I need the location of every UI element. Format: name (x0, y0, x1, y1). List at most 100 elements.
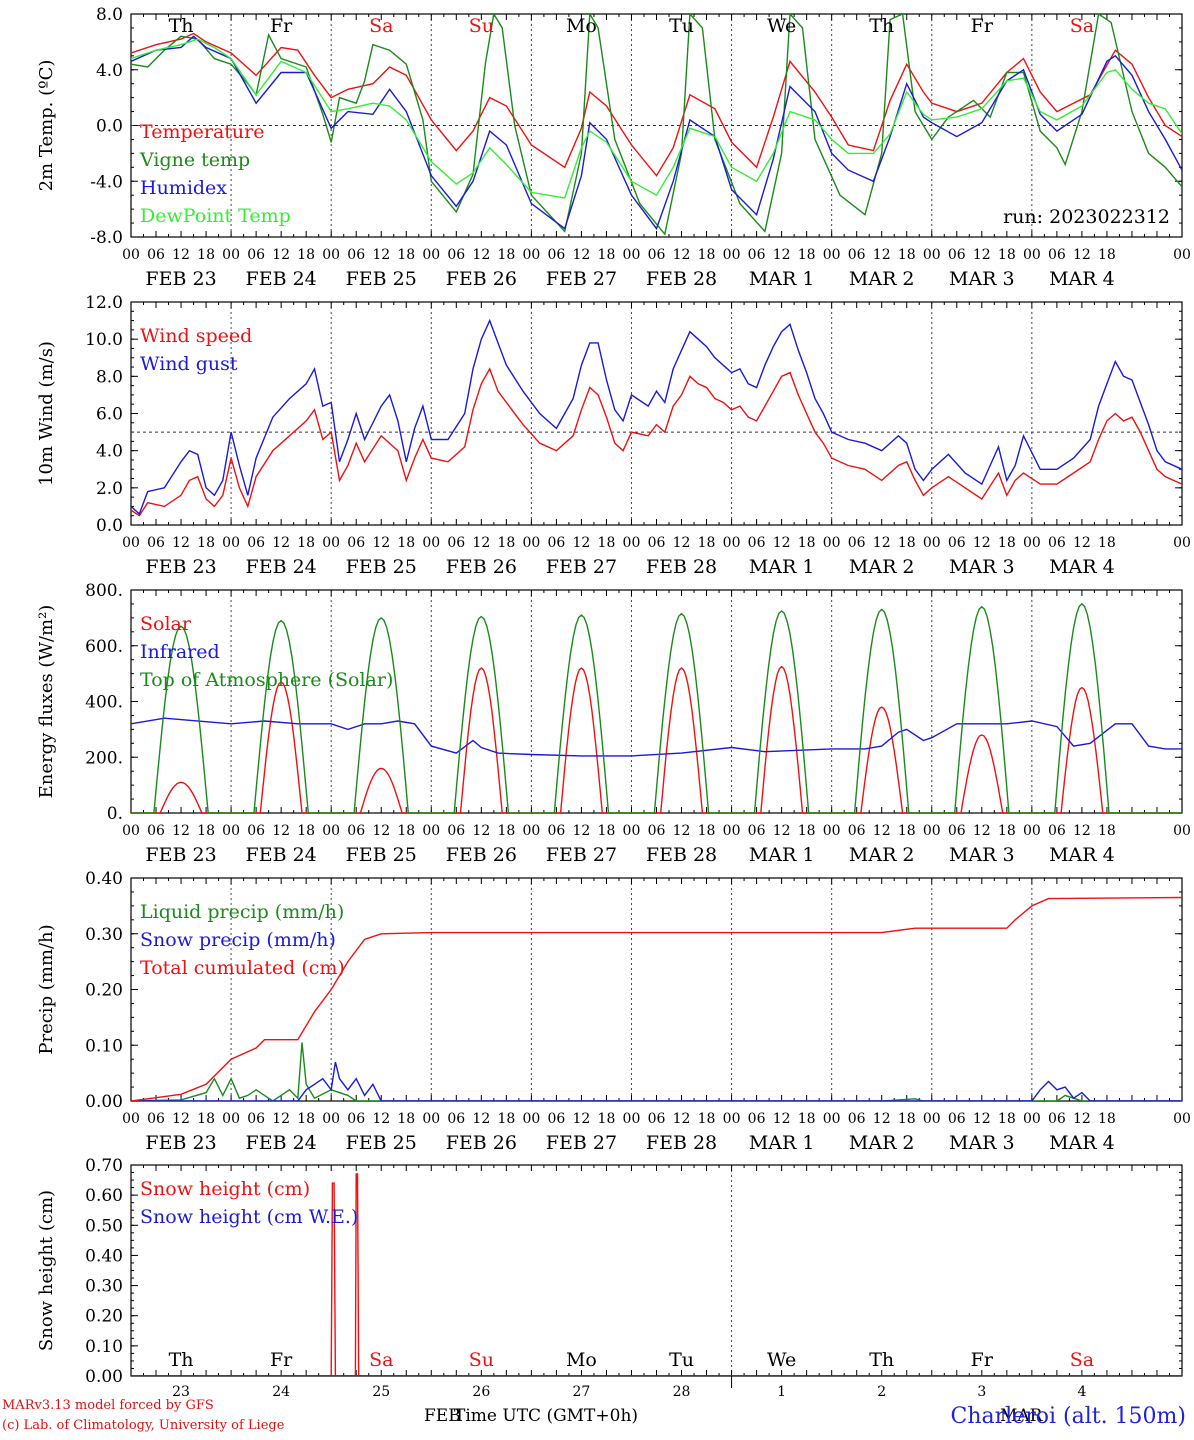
hour-tick-label: 06 (247, 823, 265, 839)
hour-tick-label: 00 (1173, 1111, 1191, 1127)
legend-entry: Wind speed (140, 325, 252, 347)
series-line-wind-speed (131, 367, 1182, 517)
date-label: MAR 3 (949, 268, 1015, 290)
series-line-temperature (131, 32, 1182, 177)
hour-tick-label: 00 (522, 823, 540, 839)
hour-tick-label: 00 (222, 823, 240, 839)
hour-tick-label: 18 (1098, 535, 1116, 551)
date-label: FEB 28 (646, 1132, 717, 1154)
y-tick-label: -4.0 (90, 172, 123, 192)
date-label: MAR 3 (949, 1132, 1015, 1154)
hour-tick-label: 06 (1048, 535, 1066, 551)
hour-tick-label: 00 (723, 1111, 741, 1127)
series-group (131, 602, 1182, 813)
y-tick-label: 0.30 (85, 925, 123, 945)
hour-tick-label: 00 (322, 535, 340, 551)
hour-tick-label: 18 (998, 823, 1016, 839)
y-tick-label: -8.0 (90, 228, 123, 248)
date-label: MAR 2 (849, 1132, 915, 1154)
hour-tick-label: 00 (222, 535, 240, 551)
hour-tick-label: 06 (948, 1111, 966, 1127)
hour-tick-label: 06 (347, 247, 365, 263)
day-number-label: 25 (372, 1384, 390, 1400)
y-tick-label: 0.30 (85, 1277, 123, 1297)
day-name-label: Sa (1070, 1349, 1094, 1371)
legend-entry: Temperature (140, 121, 264, 143)
hour-tick-label: 12 (573, 823, 591, 839)
hour-tick-label: 12 (1073, 535, 1091, 551)
hour-tick-label: 18 (898, 535, 916, 551)
hour-tick-label: 12 (573, 1111, 591, 1127)
legend-entry: Vigne temp (139, 149, 250, 171)
day-name-label: Mo (566, 15, 597, 37)
hour-tick-label: 00 (823, 247, 841, 263)
hour-tick-label: 12 (773, 535, 791, 551)
day-name-label: Su (469, 1349, 494, 1371)
hour-tick-label: 06 (648, 1111, 666, 1127)
day-number-label: 2 (877, 1384, 886, 1400)
day-name-label: Sa (369, 15, 393, 37)
hour-tick-label: 12 (773, 247, 791, 263)
hour-tick-label: 00 (122, 823, 140, 839)
day-name-label: Fr (270, 1349, 293, 1371)
hour-tick-label: 06 (547, 1111, 565, 1127)
date-label: FEB 23 (145, 556, 216, 578)
hour-tick-label: 18 (698, 247, 716, 263)
hour-tick-label: 12 (673, 535, 691, 551)
day-name-label: We (767, 1349, 796, 1371)
hour-tick-label: 00 (422, 823, 440, 839)
hour-tick-label: 18 (1098, 247, 1116, 263)
run-label: run: 2023022312 (1003, 206, 1170, 228)
hour-tick-label: 00 (1023, 1111, 1041, 1127)
date-label: MAR 2 (849, 268, 915, 290)
date-label: FEB 27 (546, 844, 617, 866)
hour-tick-label: 06 (948, 823, 966, 839)
day-name-label: Mo (566, 1349, 597, 1371)
hour-tick-label: 00 (723, 823, 741, 839)
legend-entry: Infrared (140, 641, 220, 663)
series-line-solar (131, 665, 1182, 813)
day-number-label: 24 (272, 1384, 290, 1400)
hour-tick-label: 00 (422, 247, 440, 263)
hour-tick-label: 06 (848, 535, 866, 551)
hour-tick-label: 06 (147, 823, 165, 839)
hour-tick-label: 06 (648, 823, 666, 839)
hour-tick-label: 06 (648, 247, 666, 263)
hour-tick-label: 18 (598, 247, 616, 263)
day-number-label: 26 (472, 1384, 490, 1400)
hour-tick-label: 00 (1173, 535, 1191, 551)
plot-frame (130, 301, 1183, 526)
hour-tick-label: 12 (673, 823, 691, 839)
date-label: FEB 26 (446, 268, 517, 290)
hour-tick-label: 12 (873, 823, 891, 839)
hour-tick-label: 18 (1098, 823, 1116, 839)
hour-tick-label: 00 (823, 535, 841, 551)
date-label: FEB 24 (246, 844, 317, 866)
date-label: MAR 2 (849, 844, 915, 866)
hour-tick-label: 06 (247, 535, 265, 551)
y-axis-title: 10m Wind (m/s) (36, 341, 57, 486)
y-tick-label: 0.60 (85, 1186, 123, 1206)
day-number-label: 23 (172, 1384, 190, 1400)
y-tick-label: 0.70 (85, 1156, 123, 1176)
y-tick-label: 8.0 (96, 367, 123, 387)
date-label: FEB 23 (145, 844, 216, 866)
date-label: FEB 24 (246, 1132, 317, 1154)
day-name-label: Tu (669, 15, 694, 37)
date-label: MAR 4 (1049, 844, 1115, 866)
hour-tick-label: 00 (1023, 247, 1041, 263)
panel-2: 12.0 10.0 8.0 6.0 4.0 2.0 0.0 10m Wind (m/s) Win… (36, 293, 1191, 578)
hour-tick-label: 00 (723, 247, 741, 263)
hour-tick-label: 12 (472, 535, 490, 551)
day-name-label: Th (869, 1349, 894, 1371)
hour-tick-label: 06 (748, 247, 766, 263)
hour-tick-label: 12 (172, 247, 190, 263)
day-name-label: Fr (971, 15, 994, 37)
legend-entry: Snow height (cm) (140, 1178, 310, 1200)
date-label: FEB 23 (145, 1132, 216, 1154)
hour-tick-label: 12 (573, 535, 591, 551)
legend-entry: Snow height (cm W.E.) (140, 1206, 358, 1228)
hour-tick-label: 06 (748, 1111, 766, 1127)
hour-tick-label: 18 (497, 247, 515, 263)
day-name-label: Th (169, 15, 194, 37)
